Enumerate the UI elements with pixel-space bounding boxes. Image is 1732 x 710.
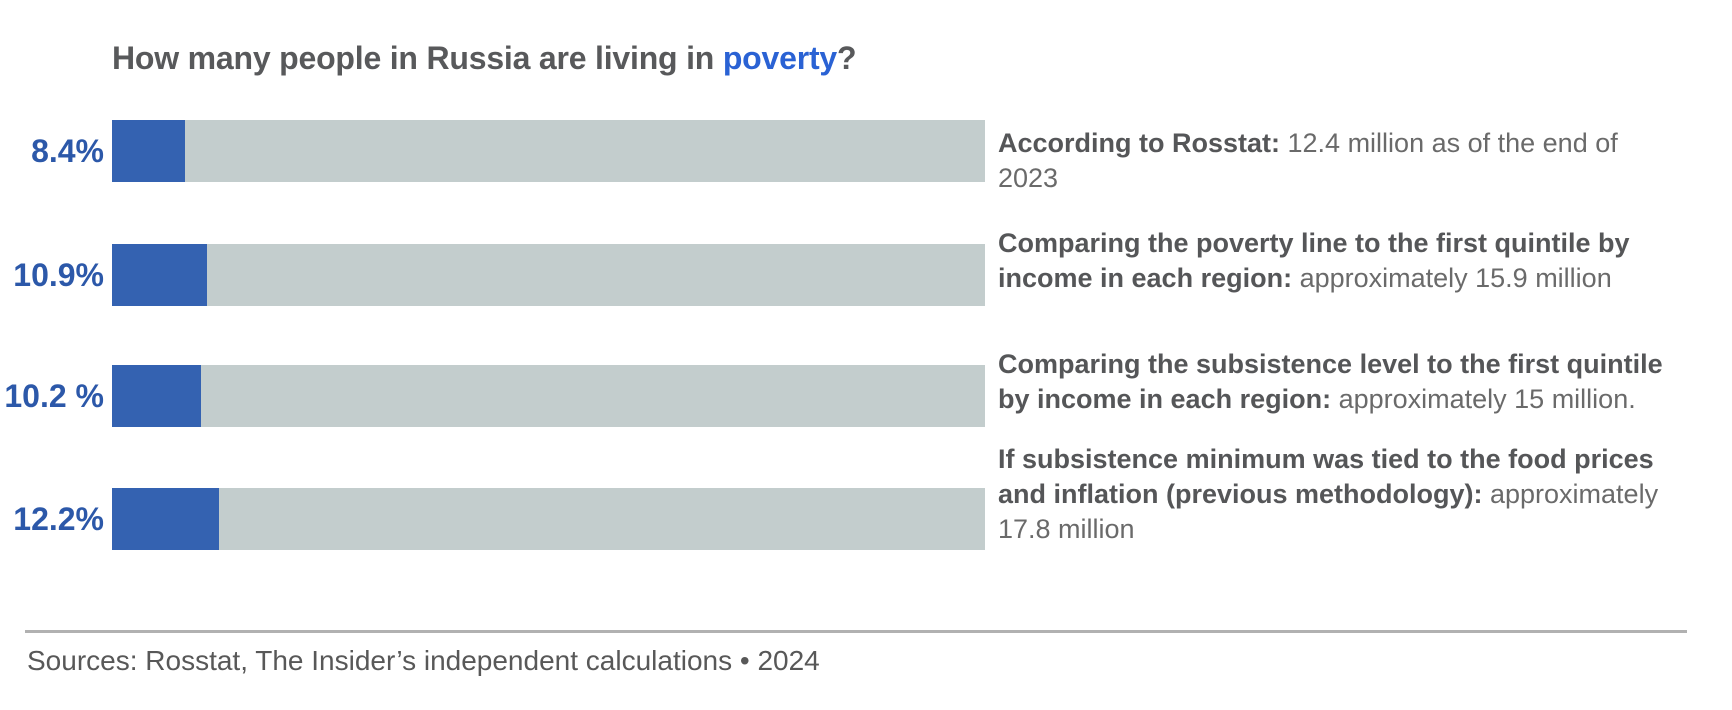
- source-attribution: Sources: Rosstat, The Insider’s independ…: [27, 645, 820, 676]
- bar-row-poverty-line-quintile: 10.9% Comparing the poverty line to the …: [0, 228, 1732, 306]
- chart-title: How many people in Russia are living in …: [112, 40, 857, 77]
- bar-value-label: 12.2%: [13, 500, 104, 537]
- bar-fill: [112, 120, 186, 182]
- bar-track: [112, 120, 985, 182]
- bar-row-previous-methodology: 12.2% If subsistence minimum was tied to…: [0, 444, 1732, 550]
- bar-value-label: 8.4%: [31, 132, 104, 169]
- chart-title-suffix: ?: [837, 40, 857, 76]
- bar-annotation: Comparing the poverty line to the first …: [998, 226, 1670, 296]
- bar-value-label: 10.2 %: [4, 377, 104, 414]
- bar-annotation-detail: approximately 17.8 million: [998, 479, 1659, 544]
- footer-divider: [25, 630, 1687, 633]
- bar-track: [112, 488, 985, 550]
- bar-row-subsistence-quintile: 10.2 % Comparing the subsistence level t…: [0, 349, 1732, 427]
- bar-annotation-detail: approximately 15.9 million: [1292, 263, 1612, 293]
- chart-title-prefix: How many people in Russia are living in: [112, 40, 723, 76]
- chart-title-highlight: poverty: [722, 40, 838, 76]
- bar-fill: [112, 488, 219, 550]
- bar-annotation-detail: 12.4 million as of the end of 2023: [998, 128, 1618, 193]
- bar-track: [112, 365, 985, 427]
- bar-annotation: According to Rosstat: 12.4 million as of…: [998, 126, 1670, 196]
- bar-track: [112, 244, 985, 306]
- bar-fill: [112, 244, 208, 306]
- bar-annotation: If subsistence minimum was tied to the f…: [998, 442, 1670, 547]
- bar-fill: [112, 365, 202, 427]
- bar-annotation-detail: approximately 15 million.: [1331, 384, 1636, 414]
- bar-annotation: Comparing the subsistence level to the f…: [998, 347, 1670, 417]
- bar-value-label: 10.9%: [13, 256, 104, 293]
- bar-annotation-lead: According to Rosstat:: [998, 128, 1281, 158]
- bar-annotation-lead: Comparing the poverty line to the first …: [998, 228, 1630, 293]
- bar-row-rosstat: 8.4% According to Rosstat: 12.4 million …: [0, 120, 1732, 193]
- bar-annotation-lead: Comparing the subsistence level to the f…: [998, 349, 1663, 414]
- bar-annotation-lead: If subsistence minimum was tied to the f…: [998, 444, 1654, 509]
